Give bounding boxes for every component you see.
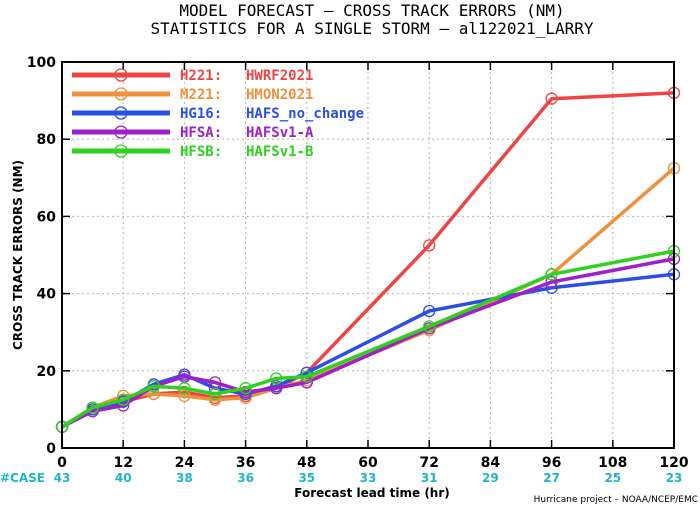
x-tick-label: 96	[542, 455, 561, 471]
x-tick-label: 12	[113, 455, 132, 471]
legend-marker	[114, 106, 128, 120]
case-count: 35	[298, 471, 315, 485]
case-count: 40	[115, 471, 132, 485]
case-count: 31	[421, 471, 438, 485]
legend-item: HFSB: HAFSv1-B	[72, 144, 313, 160]
data-point	[423, 304, 436, 318]
data-point	[270, 372, 283, 385]
chart-subtitle: STATISTICS FOR A SINGLE STORM – al122021…	[150, 19, 593, 38]
legend-marker	[114, 68, 128, 82]
legend-marker	[114, 144, 128, 158]
data-point	[545, 92, 558, 105]
data-point	[147, 387, 160, 401]
chart-title: MODEL FORECAST – CROSS TRACK ERRORS (NM)	[179, 1, 564, 20]
legend-code: H221:	[180, 68, 222, 84]
legend-marker	[114, 87, 128, 101]
data-point	[208, 387, 222, 401]
x-tick-label: 48	[297, 455, 316, 471]
case-count: 25	[604, 471, 621, 485]
case-count: 36	[237, 471, 254, 485]
data-point	[300, 370, 313, 383]
data-point	[117, 393, 130, 406]
y-tick-label: 0	[46, 441, 56, 457]
legend-label: HWRF2021	[246, 68, 313, 84]
data-point	[423, 320, 436, 333]
legend: H221: HWRF2021 M221: HMON2021 HG16: HAFS_no_c…	[72, 68, 364, 160]
data-point	[178, 389, 191, 403]
x-tick-label: 72	[419, 455, 438, 471]
x-tick-label: 60	[358, 455, 378, 471]
case-count: 38	[176, 471, 193, 485]
x-tick-label: 108	[598, 455, 627, 471]
case-counts: 43 40 38 36 35 33 31 29 27 25 23	[54, 471, 683, 485]
legend-label: HAFSv1-B	[246, 144, 313, 160]
data-point	[239, 382, 252, 395]
x-tick-label: 24	[175, 455, 195, 471]
legend-label: HMON2021	[246, 87, 313, 103]
data-point	[423, 239, 436, 252]
y-tick-label: 100	[27, 55, 56, 71]
y-tick-label: 40	[37, 287, 57, 303]
y-tick-label: 20	[37, 364, 57, 380]
case-count: 43	[54, 471, 71, 485]
case-count: 29	[482, 471, 499, 485]
x-axis-label: Forecast lead time (hr)	[294, 486, 450, 500]
case-count: 33	[360, 471, 377, 485]
legend-label: HAFSv1-A	[246, 125, 314, 141]
y-tick-label: 60	[37, 209, 57, 225]
x-tick-label: 120	[659, 455, 688, 471]
legend-code: M221:	[180, 87, 222, 103]
case-count: 27	[543, 471, 560, 485]
data-point	[545, 275, 558, 289]
data-point	[178, 382, 191, 395]
y-axis-label: CROSS TRACK ERRORS (NM)	[11, 160, 25, 350]
legend-marker	[114, 125, 128, 139]
x-tick-label: 0	[57, 455, 67, 471]
data-point	[545, 268, 558, 281]
case-count: 23	[666, 471, 683, 485]
data-point	[86, 401, 99, 414]
case-count-label: #CASE	[0, 471, 45, 485]
legend-code: HFSA:	[180, 125, 222, 141]
axis-ticks: 0 12 24 36 48 60 72 84 96 108 120 0 20 40 60 80 100	[27, 55, 689, 471]
y-tick-label: 80	[37, 132, 57, 148]
x-tick-label: 84	[481, 455, 501, 471]
legend-item: HFSA: HAFSv1-A	[72, 125, 314, 141]
legend-item: H221: HWRF2021	[72, 68, 313, 84]
data-point	[147, 380, 160, 393]
x-tick-label: 36	[236, 455, 255, 471]
data-point	[270, 382, 283, 395]
legend-code: HFSB:	[180, 144, 222, 160]
legend-label: HAFS_no_change	[246, 106, 364, 122]
legend-item: HG16: HAFS_no_change	[72, 106, 364, 122]
legend-item: M221: HMON2021	[72, 87, 313, 103]
legend-code: HG16:	[180, 106, 222, 122]
credit-text: Hurricane project – NOAA/NCEP/EMC	[534, 495, 698, 505]
